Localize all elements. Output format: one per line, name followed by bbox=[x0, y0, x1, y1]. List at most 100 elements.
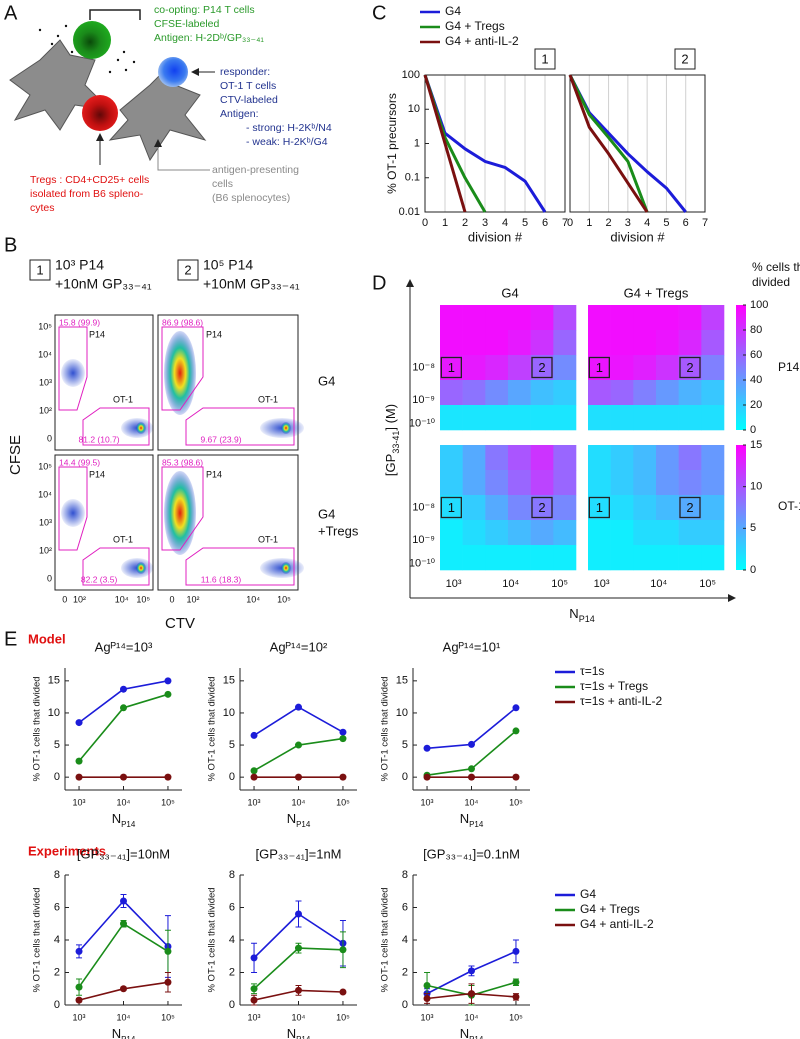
heatmap-cell bbox=[678, 380, 702, 406]
label-part: ] (M) bbox=[383, 404, 398, 431]
label-part: P14 bbox=[469, 820, 484, 829]
heatmap-cell bbox=[633, 355, 657, 381]
heatmap-cell bbox=[553, 355, 577, 381]
heatmap-cell bbox=[440, 545, 463, 571]
gate-name: OT-1 bbox=[113, 394, 133, 404]
x-tick-label: 5 bbox=[522, 217, 528, 229]
heatmap-cell bbox=[530, 330, 554, 356]
x-tick-label: 0 bbox=[567, 217, 573, 229]
condition-marker-label: 1 bbox=[448, 360, 455, 375]
title-box bbox=[674, 48, 696, 70]
heatmap-cell bbox=[462, 305, 486, 331]
heatmap-cell bbox=[553, 545, 577, 571]
responder-text: Antigen: bbox=[220, 108, 259, 120]
heatmap-cell bbox=[530, 495, 554, 521]
heatmap-cell bbox=[588, 405, 611, 431]
treg-text: isolated from B6 spleno- bbox=[30, 188, 144, 200]
point bbox=[295, 703, 302, 711]
condition-marker-label: 2 bbox=[686, 360, 693, 375]
heatmap-cell bbox=[678, 305, 702, 331]
x-tick-label: 10⁴ bbox=[292, 797, 306, 807]
point bbox=[120, 985, 127, 993]
series-line bbox=[423, 74, 467, 213]
label-part: P14 bbox=[579, 614, 595, 624]
gate-value: 81.2 (10.7) bbox=[79, 434, 120, 444]
x-tick-label: 10³ bbox=[248, 1012, 261, 1022]
heatmap-cell bbox=[485, 405, 509, 431]
panel-label: B bbox=[4, 234, 17, 256]
heatmap-cell bbox=[440, 405, 463, 431]
heatmap-cell bbox=[678, 330, 702, 356]
x-tick-label: 10³ bbox=[421, 797, 434, 807]
heatmap-cell bbox=[462, 470, 486, 496]
gate-name: P14 bbox=[206, 469, 222, 479]
chart-title: Agᴾ¹⁴=10¹ bbox=[443, 639, 501, 654]
heatmap-cell bbox=[508, 405, 531, 431]
y-tick-label: 10⁻⁸ bbox=[412, 361, 435, 373]
condition-marker-label: 1 bbox=[448, 500, 455, 515]
x-tick-label: 10² bbox=[73, 594, 86, 604]
heatmap-cell bbox=[462, 545, 486, 571]
y-tick-label: 10 bbox=[48, 707, 60, 719]
x-tick-label: 7 bbox=[702, 217, 708, 229]
axes-frame bbox=[424, 74, 566, 213]
point bbox=[512, 947, 520, 955]
legend-label: G4 bbox=[580, 887, 596, 901]
heatmap-cell bbox=[440, 330, 463, 356]
heatmap-cell bbox=[485, 305, 509, 331]
colorbar bbox=[736, 445, 746, 570]
x-tick-label: 10⁴ bbox=[292, 1012, 306, 1022]
heatmap-cell bbox=[530, 405, 554, 431]
y-tick-label: 4 bbox=[229, 934, 235, 946]
point bbox=[75, 719, 83, 727]
point bbox=[468, 773, 475, 781]
heatmap-cell bbox=[462, 380, 486, 406]
chart-title: 2 bbox=[681, 51, 688, 66]
gate bbox=[185, 547, 295, 586]
y-axis-label: % OT-1 cells that divided bbox=[32, 887, 43, 992]
heatmap-cell bbox=[656, 355, 679, 381]
point bbox=[295, 910, 302, 918]
heatmap-cell bbox=[678, 520, 702, 546]
title-box bbox=[534, 48, 556, 70]
heatmap-cell bbox=[485, 495, 509, 521]
heatmap-cell bbox=[588, 520, 611, 546]
gate bbox=[58, 466, 88, 551]
y-tick-label: 2 bbox=[229, 966, 235, 978]
point bbox=[250, 985, 258, 993]
legend-label: τ=1s + anti-IL-2 bbox=[580, 694, 662, 708]
x-axis-label: division # bbox=[610, 229, 665, 244]
condition-marker-label: 1 bbox=[596, 360, 603, 375]
heatmap-cell bbox=[485, 380, 509, 406]
responder-text: OT-1 T cells bbox=[220, 80, 276, 92]
x-tick-label: 10³ bbox=[421, 1012, 434, 1022]
x-axis-label: NP14 bbox=[569, 606, 594, 624]
condition-marker bbox=[440, 496, 462, 519]
point bbox=[468, 740, 475, 748]
x-axis-label: NP14 bbox=[287, 1026, 311, 1039]
heatmap-cell bbox=[530, 380, 554, 406]
heatmap-cell bbox=[701, 330, 725, 356]
gate bbox=[58, 326, 88, 411]
p14-text: CFSE-labeled bbox=[154, 18, 220, 30]
label-part: N bbox=[287, 811, 296, 826]
heatmap-cell bbox=[588, 380, 611, 406]
x-tick-label: 4 bbox=[502, 217, 508, 229]
point bbox=[468, 990, 475, 998]
condition-marker bbox=[440, 356, 462, 379]
y-tick-label: 0.01 bbox=[399, 206, 420, 218]
heatmap-cell bbox=[530, 470, 554, 496]
label-part: P14 bbox=[121, 820, 136, 829]
x-tick-label: 10⁴ bbox=[115, 594, 129, 604]
chart-title: [GP₃₃₋₄₁]=10nM bbox=[77, 846, 170, 861]
y-axis-label: % OT-1 precursors bbox=[385, 93, 399, 194]
heatmap-cell bbox=[633, 470, 657, 496]
heatmap-cell bbox=[633, 445, 657, 471]
point bbox=[75, 996, 83, 1004]
legend-label: τ=1s + Tregs bbox=[580, 679, 648, 693]
heatmap-cell bbox=[701, 470, 725, 496]
point bbox=[75, 773, 83, 781]
heatmap-cell bbox=[485, 520, 509, 546]
legend-label: G4 bbox=[445, 4, 461, 18]
